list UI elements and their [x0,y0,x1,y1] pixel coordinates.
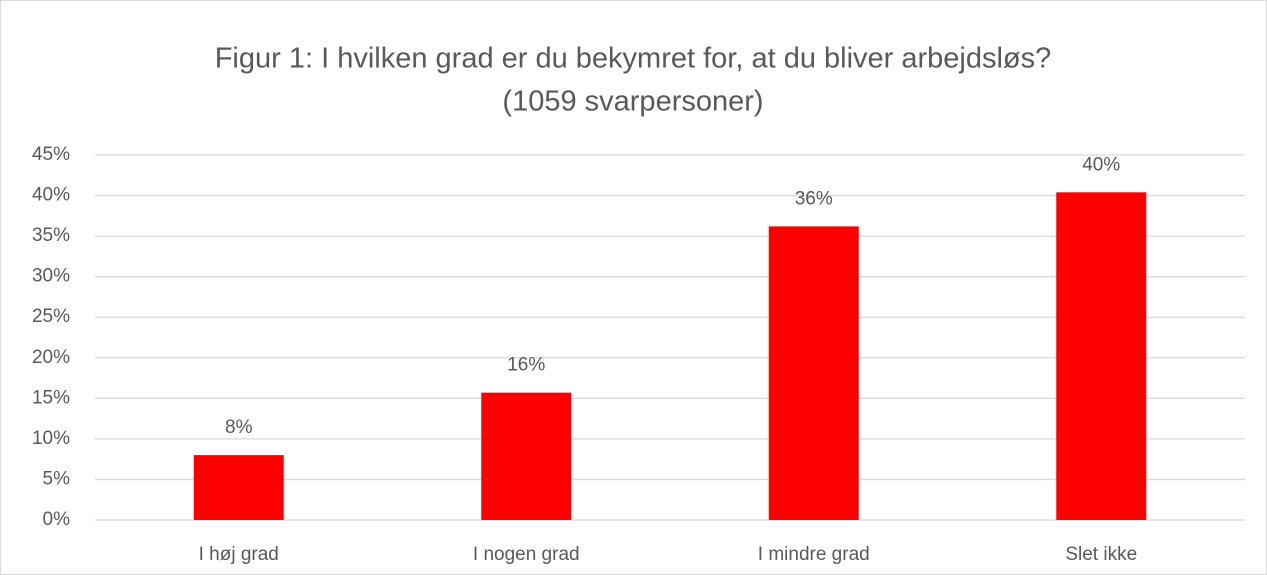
data-label: 40% [1082,154,1120,175]
y-tick-label: 10% [32,428,70,449]
bar [193,455,284,520]
data-label: 16% [507,355,545,376]
chart-title: Figur 1: I hvilken grad er du bekymret f… [215,43,1052,75]
x-tick-label: I høj grad [199,544,279,565]
y-tick-label: 0% [43,509,71,530]
y-tick-label: 25% [32,306,70,327]
bar [768,226,859,520]
x-tick-label: I nogen grad [473,544,580,565]
data-label: 36% [795,188,833,209]
y-tick-label: 40% [32,185,70,206]
y-tick-label: 20% [32,347,70,368]
y-tick-label: 15% [32,387,70,408]
chart-title: (1059 svarpersoner) [502,86,763,118]
bar [481,392,572,520]
bar [1056,192,1147,521]
data-label: 8% [225,417,253,438]
y-tick-label: 5% [43,468,71,489]
y-tick-label: 30% [32,266,70,287]
y-tick-label: 35% [32,225,70,246]
y-tick-label: 45% [32,144,70,165]
x-tick-label: I mindre grad [758,544,870,565]
x-tick-label: Slet ikke [1065,544,1137,565]
